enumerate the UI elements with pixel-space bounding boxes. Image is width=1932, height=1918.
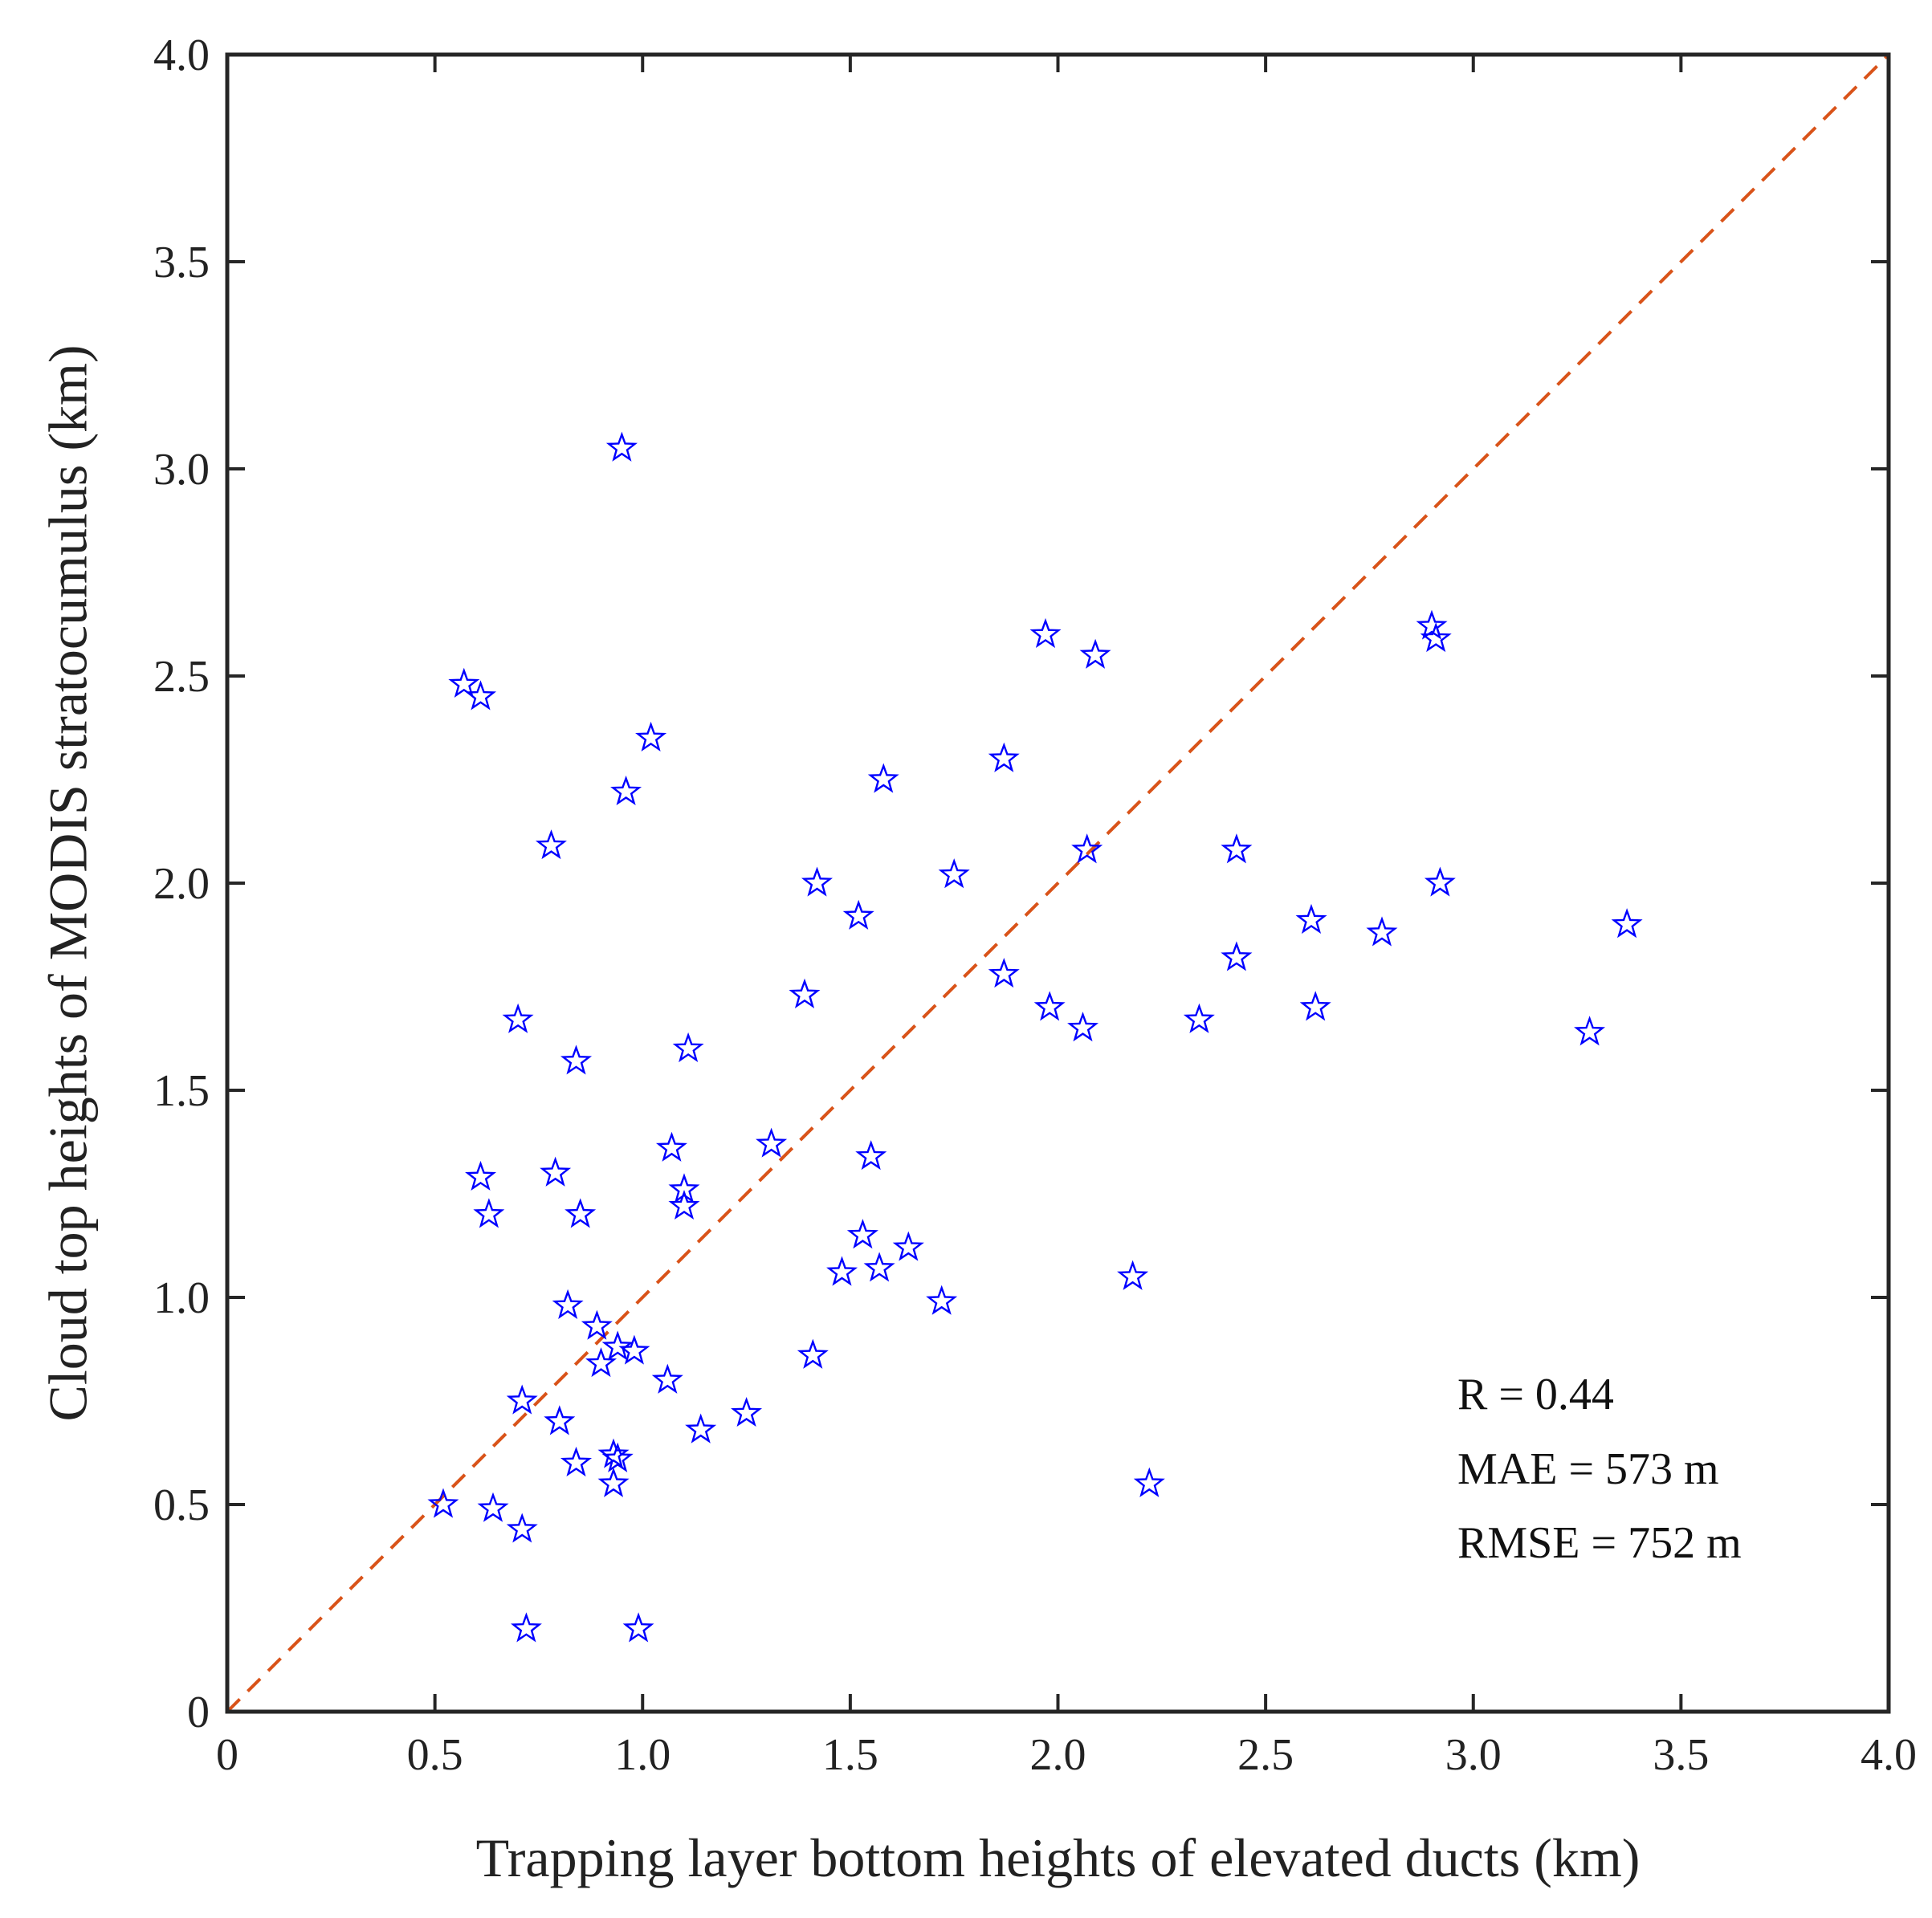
data-point <box>544 1405 576 1435</box>
data-point <box>855 1140 887 1171</box>
data-point <box>552 1289 584 1319</box>
data-point <box>801 866 834 897</box>
x-tick-label: 2.0 <box>1030 1730 1086 1780</box>
data-point <box>938 858 970 889</box>
data-point <box>1183 1003 1215 1033</box>
data-point <box>1611 908 1643 939</box>
data-point <box>535 829 567 860</box>
data-point <box>655 1131 687 1162</box>
data-point <box>1067 1012 1099 1042</box>
data-point <box>926 1285 958 1315</box>
data-point <box>581 1309 613 1340</box>
x-tick-label: 0 <box>216 1730 238 1780</box>
data-point <box>1574 1016 1606 1046</box>
data-point <box>797 1338 829 1369</box>
data-point <box>988 957 1020 988</box>
x-tick-label: 4.0 <box>1861 1730 1917 1780</box>
y-tick-label: 1.5 <box>153 1066 210 1116</box>
data-point <box>565 1198 597 1228</box>
data-point <box>560 1045 593 1075</box>
y-tick-label: 1.0 <box>153 1273 210 1323</box>
data-point <box>1117 1260 1149 1290</box>
x-axis-title: Trapping layer bottom heights of elevate… <box>476 1827 1641 1888</box>
stat-r: R = 0.44 <box>1457 1370 1614 1419</box>
data-point <box>1299 991 1331 1021</box>
data-point <box>892 1231 924 1261</box>
data-point <box>1221 833 1253 864</box>
y-tick-label: 4.0 <box>153 31 210 80</box>
stat-rmse: RMSE = 752 m <box>1457 1518 1742 1568</box>
y-tick-label: 3.0 <box>153 445 210 495</box>
data-point <box>610 776 642 806</box>
y-tick-label: 0 <box>187 1688 210 1737</box>
x-tick-label: 3.0 <box>1445 1730 1502 1780</box>
data-point <box>789 978 821 1008</box>
x-tick-label: 1.5 <box>822 1730 878 1780</box>
y-tick-label: 2.0 <box>153 859 210 909</box>
data-point <box>846 1219 878 1249</box>
data-point <box>1079 638 1111 669</box>
data-point <box>601 1442 634 1472</box>
data-point <box>448 667 480 698</box>
data-point <box>635 721 667 752</box>
data-point <box>465 1160 497 1191</box>
data-point <box>506 1384 538 1415</box>
data-point <box>1071 833 1103 864</box>
data-point <box>731 1397 763 1427</box>
stat-mae: MAE = 573 m <box>1457 1444 1719 1494</box>
data-point <box>1033 991 1066 1021</box>
data-point <box>560 1446 593 1477</box>
data-points-layer <box>427 431 1643 1643</box>
data-point <box>605 431 638 462</box>
plot-frame <box>225 52 1891 1714</box>
data-point <box>1424 866 1456 897</box>
data-point <box>597 1467 630 1497</box>
data-point <box>585 1347 618 1378</box>
data-point <box>618 1334 650 1365</box>
data-point <box>622 1612 654 1643</box>
data-point <box>867 763 899 793</box>
data-point <box>826 1256 858 1286</box>
tick-labels-layer: 0 0.5 1.0 1.5 2.0 2.5 3.0 3.5 4.0 0 0.5 1.0 1.5 2.0 2.… <box>153 31 1917 1780</box>
data-point <box>1029 617 1062 649</box>
data-point <box>672 1032 704 1063</box>
data-point <box>1366 916 1398 947</box>
data-point <box>842 899 874 930</box>
data-point <box>685 1413 717 1444</box>
data-point <box>465 680 497 711</box>
data-point <box>473 1198 505 1228</box>
x-tick-label: 3.5 <box>1653 1730 1709 1780</box>
y-tick-label: 0.5 <box>153 1480 210 1530</box>
data-point <box>651 1363 683 1394</box>
reference-line-layer <box>226 53 1890 1713</box>
data-point <box>1295 903 1327 935</box>
data-point <box>988 742 1020 772</box>
y-axis-title: Cloud top heights of MODIS stratocumulus… <box>38 344 99 1421</box>
y-tick-label: 3.5 <box>153 238 210 287</box>
data-point <box>756 1127 788 1158</box>
data-point <box>597 1438 630 1468</box>
data-point <box>540 1156 572 1187</box>
data-point <box>1133 1467 1165 1497</box>
data-point <box>601 1330 634 1361</box>
x-tick-label: 1.0 <box>614 1730 670 1780</box>
data-point <box>1420 622 1452 653</box>
data-point <box>502 1003 534 1033</box>
data-point <box>668 1189 700 1220</box>
data-point <box>1416 609 1448 640</box>
data-point <box>863 1252 895 1282</box>
data-point <box>477 1492 509 1522</box>
data-point <box>1221 941 1253 971</box>
data-point <box>510 1612 542 1643</box>
data-point <box>427 1488 459 1518</box>
y-tick-label: 2.5 <box>153 652 210 702</box>
stats-annotation: R = 0.44 MAE = 573 m RMSE = 752 m <box>1457 1370 1742 1568</box>
x-tick-label: 2.5 <box>1237 1730 1294 1780</box>
x-tick-label: 0.5 <box>407 1730 463 1780</box>
data-point <box>506 1513 538 1543</box>
reference-line <box>226 53 1890 1713</box>
